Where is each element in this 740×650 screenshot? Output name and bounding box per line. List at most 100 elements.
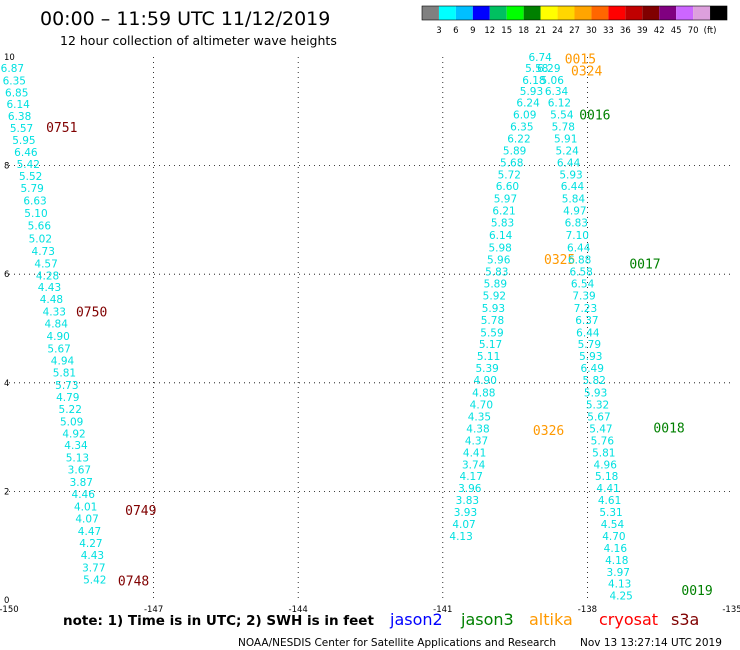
swh-value: 4.90 (474, 375, 497, 387)
swh-value: 4.35 (468, 411, 491, 423)
swh-value: 4.70 (470, 400, 493, 412)
swh-value: 5.93 (584, 388, 607, 400)
legend-jason3: jason3 (460, 610, 514, 629)
colorbar-label: 36 (620, 26, 631, 36)
swh-value: 4.34 (64, 440, 88, 452)
swh-value: 7.23 (574, 303, 597, 315)
colorbar-swatch (472, 6, 490, 20)
swh-value: 4.07 (75, 514, 98, 526)
swh-value: 6.60 (496, 181, 519, 193)
swh-value: 5.78 (552, 122, 575, 134)
colorbar-label: 3 (436, 26, 441, 36)
swh-value: 3.93 (454, 507, 477, 519)
swh-value: 4.13 (449, 531, 472, 543)
swh-value: 6.22 (507, 133, 530, 145)
colorbar-legend: 3 6 9 12 15 18 21 24 27 30 33 36 39 42 45 70 (ft) (421, 5, 728, 36)
swh-value: 4.46 (72, 489, 96, 501)
swh-value: 5.93 (559, 169, 582, 181)
swh-value: 5.22 (59, 404, 82, 416)
swh-value: 5.02 (29, 233, 52, 245)
colorbar-swatch (489, 6, 507, 20)
swh-value: 5.79 (20, 183, 43, 195)
swh-value: 4.16 (604, 543, 628, 555)
colorbar-label: 27 (569, 26, 580, 36)
colorbar-swatch (557, 6, 575, 20)
swh-value: 5.92 (483, 290, 506, 302)
chart-title: 00:00 – 11:59 UTC 11/12/2019 (40, 8, 330, 30)
swh-value: 6.24 (516, 98, 540, 110)
swh-value: 5.31 (599, 507, 622, 519)
swh-value: 4.07 (452, 519, 475, 531)
swh-value: 5.66 (28, 220, 52, 232)
swh-value: 5.93 (482, 303, 505, 315)
colorbar-swatch (438, 6, 456, 20)
satellite-tracks: 6.876.356.856.146.385.575.956.465.425.52… (1, 52, 713, 603)
colorbar-swatch (710, 6, 727, 20)
colorbar-swatch (625, 6, 643, 20)
x-tick-label: -150 (0, 605, 19, 615)
colorbar-label: 39 (637, 26, 648, 36)
colorbar-label: 42 (654, 26, 665, 36)
swh-value: 5.89 (503, 145, 526, 157)
swh-value: 4.70 (602, 531, 625, 543)
swh-value: 6.14 (6, 99, 30, 111)
swh-value: 4.73 (32, 246, 55, 258)
swh-value: 6.49 (581, 363, 604, 375)
colorbar-label: 24 (552, 26, 563, 36)
swh-value: 6.74 (528, 52, 552, 64)
swh-value: 6.35 (3, 75, 26, 87)
time-label: 0748 (118, 574, 149, 589)
colorbar-label: 18 (518, 26, 529, 36)
swh-value: 3.77 (82, 562, 105, 574)
swh-value: 5.10 (24, 208, 47, 220)
legend-cryosat: cryosat (599, 610, 658, 629)
colorbar-frame (421, 5, 728, 21)
swh-value: 5.54 (550, 110, 574, 122)
y-tick-label: 4 (4, 379, 9, 389)
swh-value: 6.44 (557, 157, 581, 169)
swh-value: 6.37 (575, 315, 598, 327)
swh-value: 7.10 (566, 230, 589, 242)
colorbar-swatch (591, 6, 609, 20)
swh-value: 3.67 (68, 465, 91, 477)
colorbar-label: 21 (535, 26, 546, 36)
time-label: 0750 (76, 306, 107, 321)
swh-value: 5.76 (591, 435, 615, 447)
swh-value: 5.97 (494, 194, 517, 206)
swh-value: 5.83 (491, 218, 514, 230)
colorbar-label: 33 (603, 26, 614, 36)
colorbar-label: 15 (501, 26, 512, 36)
satellite-legend: jason2 jason3 altika cryosat s3a (389, 610, 699, 629)
swh-value: 4.41 (463, 447, 486, 459)
colorbar-label: 30 (586, 26, 597, 36)
swh-value: 4.18 (605, 555, 628, 567)
swh-value: 5.89 (484, 278, 507, 290)
swh-value: 5.79 (578, 339, 601, 351)
swh-value: 5.95 (12, 135, 35, 147)
swh-value: 4.37 (465, 435, 488, 447)
swh-value: 6.58 (569, 266, 592, 278)
swh-value: 4.47 (78, 526, 101, 538)
swh-value: 5.42 (83, 574, 106, 586)
swh-value: 4.25 (609, 591, 632, 603)
footnote: note: 1) Time is in UTC; 2) SWH is in fe… (63, 613, 374, 629)
swh-value: 7.39 (572, 290, 595, 302)
swh-value: 6.46 (14, 147, 38, 159)
time-label: 0015 (565, 53, 596, 68)
swh-value: 4.79 (56, 392, 79, 404)
swh-value: 5.84 (562, 194, 586, 206)
colorbar-label: 70 (688, 26, 699, 36)
time-label: 0018 (653, 421, 684, 436)
time-label: 0749 (125, 504, 156, 519)
colorbar-label: (ft) (704, 26, 717, 36)
swh-value: 3.83 (456, 495, 479, 507)
x-tick-label: -135 (722, 605, 740, 615)
legend-altika: altika (529, 610, 573, 629)
swh-value: 4.88 (472, 388, 495, 400)
swh-value: 4.84 (45, 319, 69, 331)
swh-value: 5.81 (53, 367, 76, 379)
swh-value: 4.13 (608, 579, 631, 591)
swh-value: 5.39 (475, 363, 498, 375)
swh-value: 5.93 (579, 351, 602, 363)
time-label: 0019 (681, 584, 712, 599)
